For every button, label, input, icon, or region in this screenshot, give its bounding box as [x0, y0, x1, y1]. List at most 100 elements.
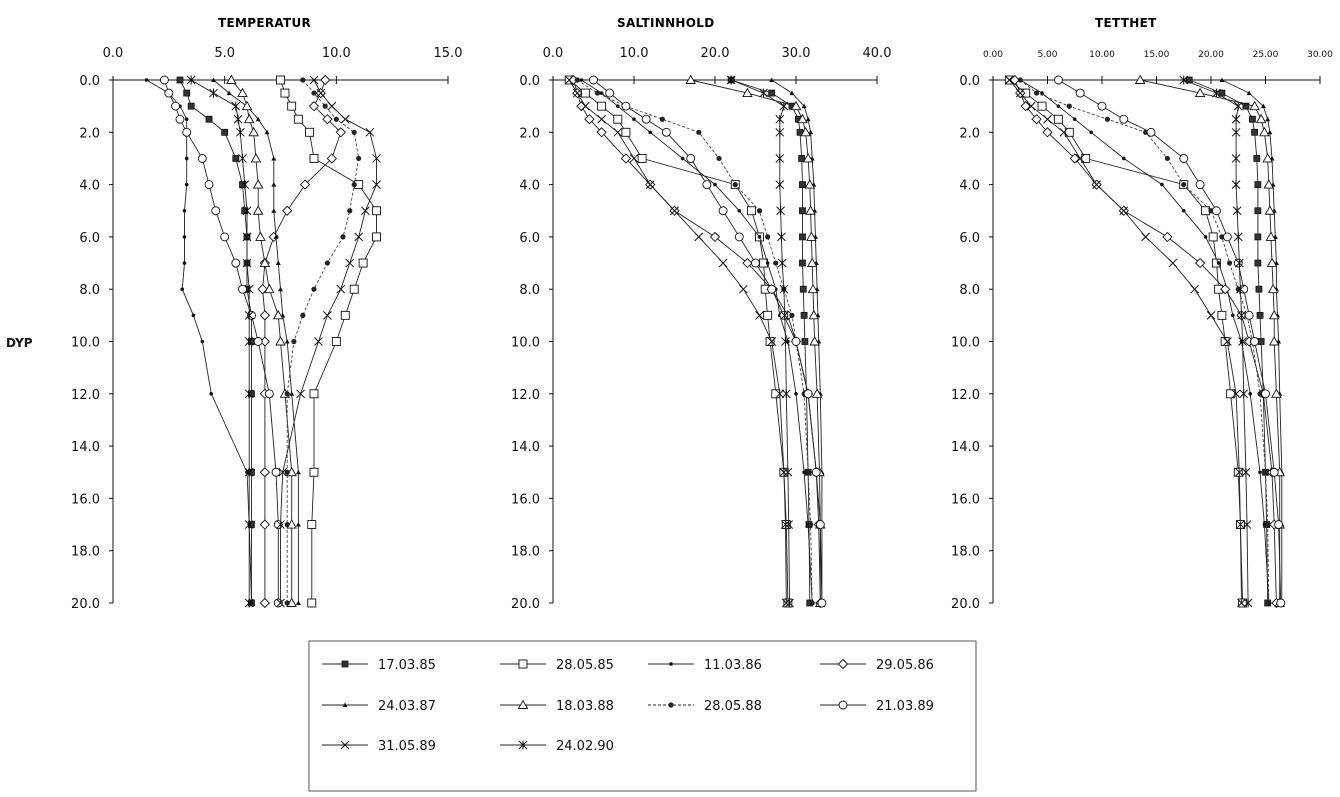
data-point — [354, 232, 364, 242]
data-point — [293, 114, 303, 124]
data-point — [777, 232, 786, 242]
data-point — [182, 127, 192, 137]
data-point — [694, 232, 704, 242]
data-point — [345, 258, 355, 268]
data-point — [1231, 114, 1241, 124]
data-point — [779, 467, 789, 477]
data-point — [1168, 258, 1178, 268]
data-point — [255, 116, 261, 122]
data-point — [1042, 127, 1053, 138]
data-point — [331, 337, 341, 346]
data-point — [637, 153, 647, 163]
data-point — [259, 467, 271, 478]
data-point — [176, 76, 184, 84]
series-28.05.88 — [284, 77, 362, 606]
data-point — [809, 336, 820, 346]
data-point — [597, 101, 607, 111]
x-tick-label: 5.0 — [214, 46, 235, 61]
data-point — [182, 235, 187, 239]
data-point — [372, 154, 381, 163]
data-point — [1226, 389, 1236, 399]
data-point — [1259, 126, 1270, 137]
data-point — [1255, 113, 1267, 124]
data-point — [242, 206, 252, 216]
y-tick-label: 16.0 — [71, 492, 100, 507]
data-point — [275, 336, 286, 346]
y-tick-label: 0.0 — [79, 74, 100, 89]
data-point — [244, 467, 254, 477]
panel-title: SALTINNHOLD — [617, 16, 714, 30]
data-point — [308, 101, 320, 112]
data-point — [171, 101, 180, 111]
data-point — [1043, 114, 1052, 124]
data-point — [817, 598, 827, 608]
data-point — [781, 337, 790, 346]
data-point — [1246, 90, 1252, 96]
data-point — [1231, 180, 1241, 190]
data-point — [1034, 90, 1040, 96]
x-tick-label: 30.00 — [1307, 50, 1333, 60]
data-point — [781, 389, 791, 399]
data-point — [599, 91, 604, 95]
x-tick-label: 0.0 — [543, 46, 564, 61]
data-point — [574, 77, 580, 83]
series-24.02.90 — [726, 75, 794, 608]
data-point — [765, 261, 770, 265]
y-tick-label: 4.0 — [79, 179, 100, 194]
legend-label: 29.05.86 — [876, 658, 934, 673]
data-point — [1194, 257, 1206, 269]
data-point — [773, 260, 779, 266]
data-point — [1066, 103, 1072, 109]
data-point — [232, 155, 240, 162]
panel-saltinnhold: SALTINNHOLD 0.0 10.0 20.0 30.0 40.0 0.0 2.0 4.0 6… — [511, 16, 891, 612]
data-point — [781, 520, 790, 529]
data-point — [1242, 102, 1250, 110]
data-point — [645, 180, 655, 189]
data-point — [244, 284, 254, 294]
y-tick-label: 16.0 — [511, 492, 540, 507]
data-point — [159, 75, 169, 85]
data-point — [1249, 115, 1256, 123]
data-point — [226, 74, 237, 84]
data-point — [815, 520, 825, 529]
series-28.05.85 — [1004, 75, 1248, 608]
data-point — [252, 179, 264, 189]
data-point — [738, 284, 748, 294]
data-point — [314, 337, 323, 346]
legend-marker — [517, 699, 529, 709]
data-point — [1081, 153, 1091, 163]
data-point — [581, 101, 590, 111]
y-tick-label: 18.0 — [951, 545, 980, 560]
data-point — [209, 88, 218, 98]
data-point — [322, 114, 333, 125]
y-tick-label: 6.0 — [519, 231, 540, 246]
data-point — [184, 117, 189, 122]
y-tick-label: 0.0 — [519, 74, 540, 89]
series-line — [568, 79, 787, 604]
data-point — [253, 337, 263, 346]
data-point — [1064, 127, 1074, 137]
data-point — [271, 467, 281, 477]
data-point — [1037, 101, 1047, 111]
data-point — [1254, 207, 1262, 215]
data-point — [372, 180, 381, 189]
data-point — [259, 519, 271, 530]
y-tick-label: 12.0 — [511, 388, 540, 403]
data-point — [182, 261, 187, 265]
data-point — [1059, 127, 1069, 137]
legend-entry-21.03.89: 21.03.89 — [820, 699, 934, 714]
data-point — [1238, 337, 1247, 346]
data-point — [798, 155, 806, 162]
data-point — [1194, 87, 1206, 98]
data-point — [175, 114, 185, 124]
y-tick-label: 4.0 — [519, 179, 540, 194]
y-tick-label: 16.0 — [951, 492, 980, 507]
data-point — [255, 231, 266, 241]
data-point — [755, 310, 764, 320]
panel-tetthet: TETTHET 0.00 5.00 10.00 15.00 20.00 25.00 30.00… — [951, 16, 1333, 612]
x-tick-label: 10.0 — [322, 46, 351, 61]
data-point — [1040, 91, 1044, 95]
data-point — [576, 101, 587, 112]
data-point — [299, 179, 311, 190]
series-line — [1020, 79, 1270, 604]
